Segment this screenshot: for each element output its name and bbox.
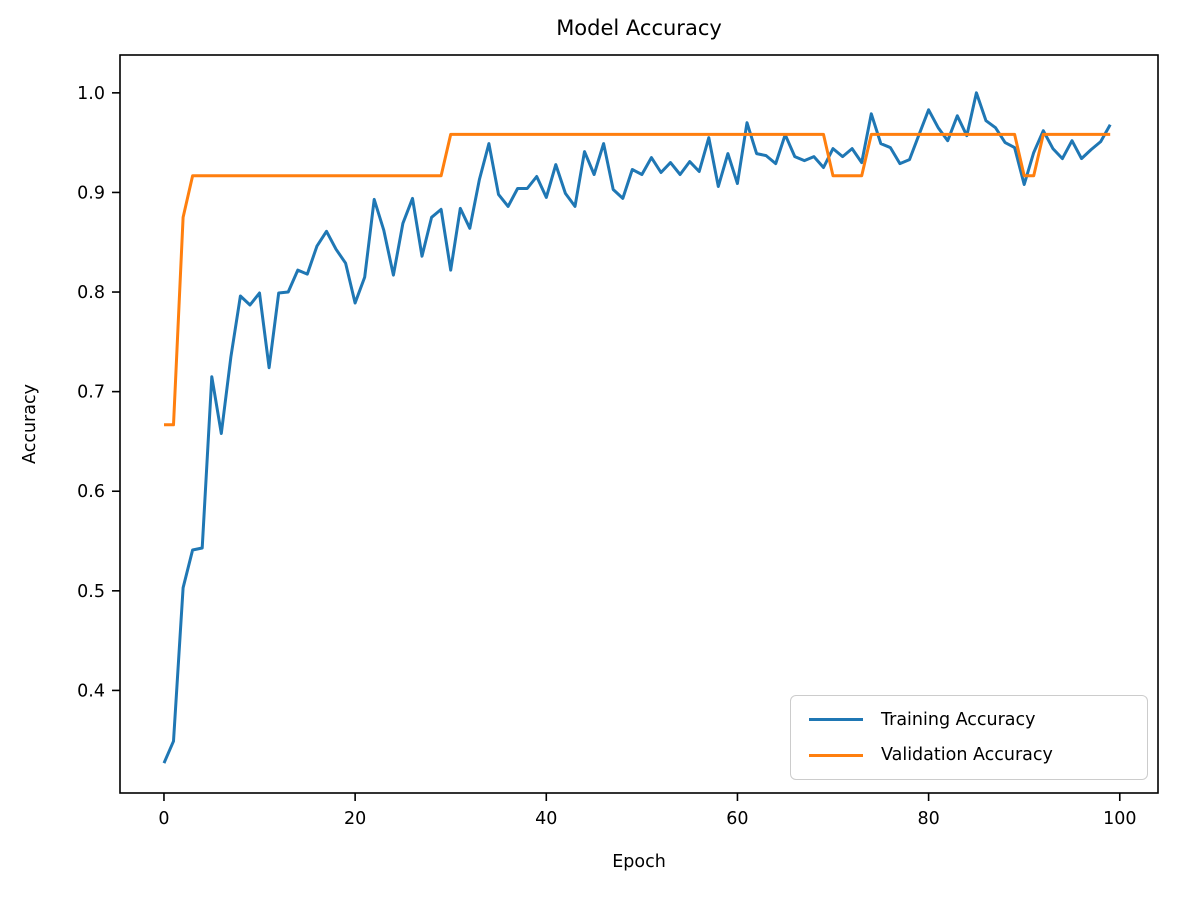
x-tick-label: 20	[344, 809, 366, 829]
series-line-training	[162, 91, 1112, 764]
x-tick-label: 80	[917, 809, 939, 829]
y-axis-label: Accuracy	[20, 384, 40, 464]
y-tick-label: 0.8	[77, 283, 105, 303]
validation-line-swatch	[809, 753, 863, 757]
axes-spines	[119, 54, 1159, 794]
legend-label-validation: Validation Accuracy	[881, 745, 1053, 766]
x-axis-label: Epoch	[612, 852, 666, 872]
legend: Training Accuracy Validation Accuracy	[790, 695, 1148, 780]
y-tick-label: 0.9	[77, 183, 105, 203]
series-line-validation	[164, 132, 1111, 427]
legend-label-training: Training Accuracy	[881, 709, 1036, 730]
chart-title: Model Accuracy	[556, 16, 722, 40]
x-tick-label: 100	[1103, 809, 1136, 829]
legend-entry-training: Training Accuracy	[803, 710, 1135, 730]
x-tick-label: 40	[535, 809, 557, 829]
legend-entry-validation: Validation Accuracy	[803, 745, 1135, 765]
y-tick-label: 0.5	[77, 582, 105, 602]
y-tick-label: 0.4	[77, 681, 105, 701]
training-line-swatch	[809, 718, 863, 722]
y-tick-label: 0.7	[77, 383, 105, 403]
x-tick-label: 0	[158, 809, 169, 829]
y-tick-label: 1.0	[77, 84, 105, 104]
y-tick-label: 0.6	[77, 482, 105, 502]
x-tick-label: 60	[726, 809, 748, 829]
